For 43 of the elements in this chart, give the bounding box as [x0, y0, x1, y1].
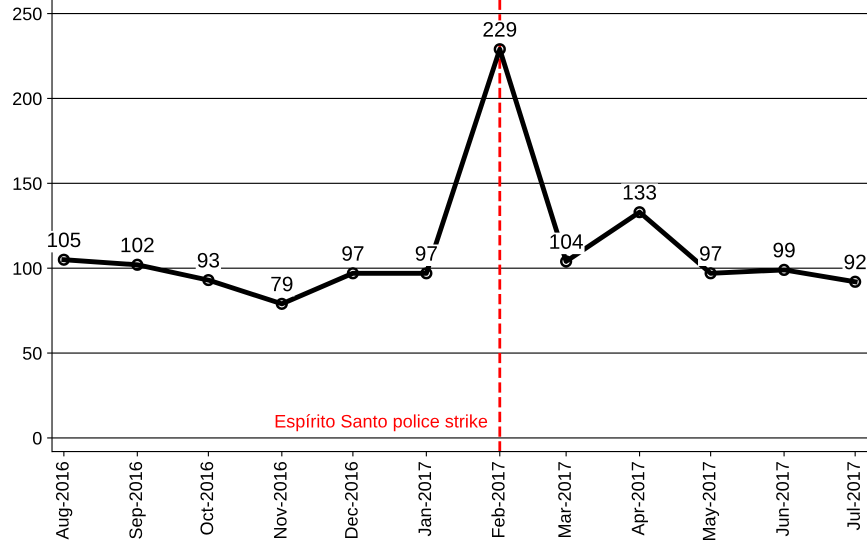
y-tick-label: 50: [22, 346, 42, 360]
x-tick-label: Dec-2016: [344, 462, 358, 538]
x-tick-label: May-2017: [702, 462, 720, 540]
data-label: 102: [122, 238, 154, 252]
data-label: 99: [773, 242, 795, 258]
data-label: 97: [342, 246, 364, 261]
x-tick-label: Nov-2016: [274, 462, 287, 538]
x-tick-label: Mar-2017: [558, 462, 571, 538]
x-tick-label: Feb-2017: [491, 462, 505, 538]
x-tick-label: Jan-2017: [418, 462, 432, 536]
data-label: 93: [198, 252, 220, 268]
point: [849, 276, 862, 288]
y-tick-label: 0: [32, 432, 42, 445]
x-tick-label: Aug-2016: [56, 462, 72, 540]
point: [131, 258, 144, 271]
data-label: 104: [550, 234, 583, 249]
data-label: 92: [844, 254, 866, 270]
y-tick-label: 100: [14, 262, 42, 275]
point: [633, 206, 646, 218]
point: [346, 267, 360, 280]
point: [494, 43, 506, 56]
data-label: 97: [416, 246, 437, 261]
data-label: 105: [48, 232, 80, 248]
data-label: 229: [483, 22, 516, 37]
x-tick-label: Jul-2017: [846, 462, 860, 530]
y-tick-label: 150: [14, 177, 42, 190]
point: [704, 267, 717, 280]
y-tick-label: 250: [13, 8, 42, 20]
x-tick-label: Oct-2016: [200, 462, 214, 535]
ref-line-label: Espírito Santo police strike: [276, 414, 488, 432]
x-tick-label: Jun-2017: [776, 462, 789, 536]
y-tick-label: 200: [13, 92, 42, 106]
point: [276, 298, 288, 310]
point: [58, 254, 70, 266]
point: [202, 274, 214, 286]
data-label: 79: [271, 276, 292, 292]
data-label: 97: [700, 246, 722, 261]
x-tick-label: Apr-2017: [632, 462, 648, 536]
x-tick-label: Sep-2016: [129, 462, 146, 539]
point: [778, 264, 790, 276]
data-label: 133: [624, 184, 656, 200]
point: [420, 267, 432, 280]
point: [560, 255, 572, 268]
